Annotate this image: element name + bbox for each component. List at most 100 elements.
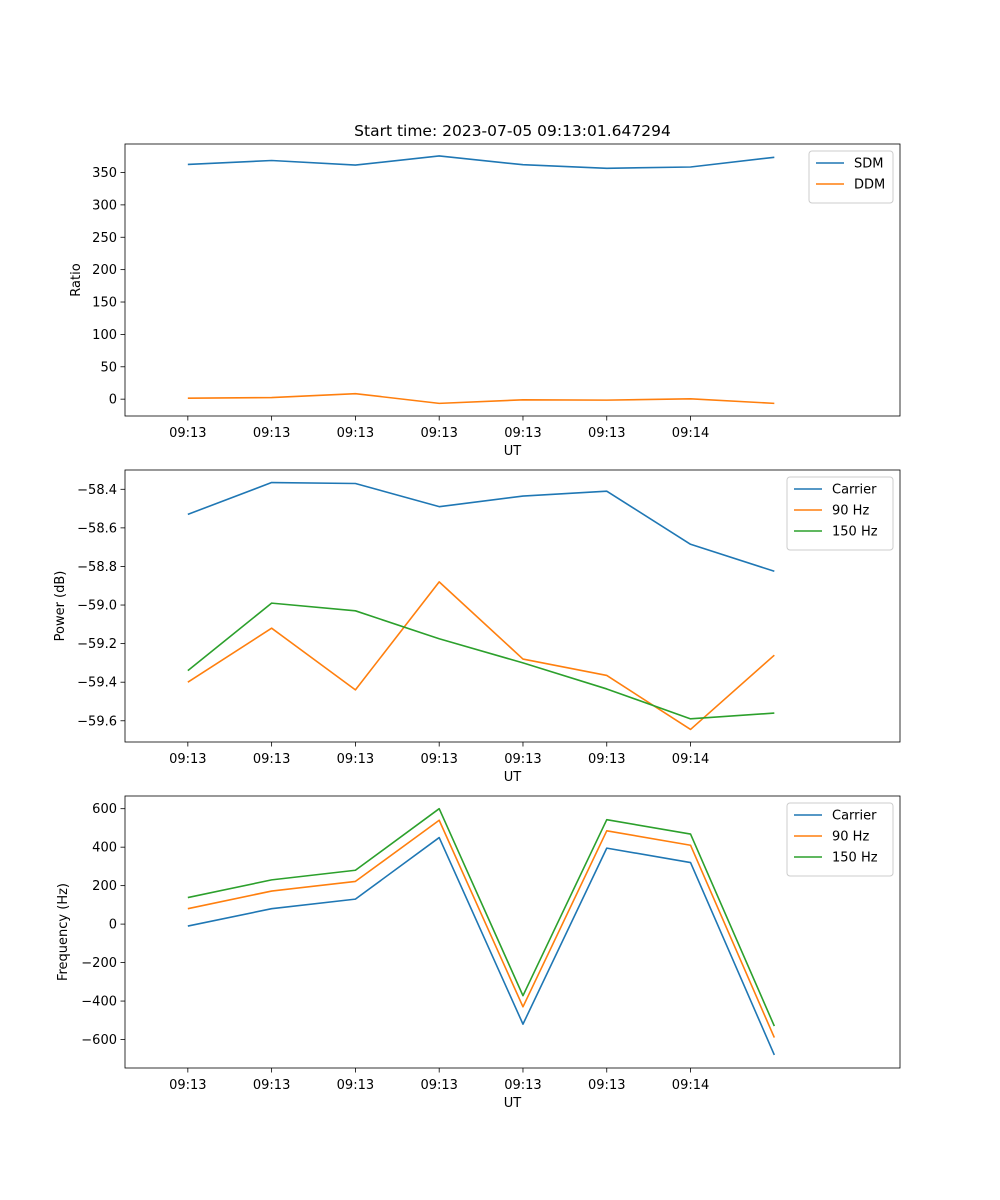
y-tick-label: 350 — [92, 166, 117, 181]
x-tick-label: 09:14 — [672, 1078, 709, 1093]
legend-label-150-hz: 150 Hz — [832, 851, 878, 866]
y-tick-label: −59.0 — [77, 599, 117, 614]
x-tick-label: 09:13 — [504, 426, 541, 441]
x-axis-label: UT — [504, 444, 522, 459]
x-tick-label: 09:13 — [253, 426, 290, 441]
data-point-90-hz — [773, 1036, 775, 1038]
data-point-90-hz — [438, 819, 440, 821]
y-tick-label: −600 — [81, 1033, 117, 1048]
data-point-sdm — [187, 163, 189, 165]
data-point-sdm — [606, 167, 608, 169]
data-point-90-hz — [270, 890, 272, 892]
y-axis-label: Power (dB) — [53, 571, 68, 642]
data-point-150-hz — [270, 879, 272, 881]
y-tick-label: −59.2 — [77, 637, 117, 652]
data-point-90-hz — [187, 681, 189, 683]
legend-label-carrier: Carrier — [832, 809, 877, 824]
y-tick-label: 100 — [92, 328, 117, 343]
data-point-150-hz — [773, 1025, 775, 1027]
x-tick-label: 09:13 — [337, 426, 374, 441]
data-point-carrier — [606, 490, 608, 492]
data-point-carrier — [270, 908, 272, 910]
data-point-ddm — [606, 399, 608, 401]
figure-title: Start time: 2023-07-05 09:13:01.647294 — [354, 122, 671, 140]
x-tick-label: 09:13 — [504, 1078, 541, 1093]
y-tick-label: 400 — [92, 841, 117, 856]
x-tick-label: 09:13 — [420, 1078, 457, 1093]
series-line-150-hz — [187, 807, 776, 1027]
x-tick-label: 09:13 — [169, 752, 206, 767]
x-tick-label: 09:13 — [169, 1078, 206, 1093]
axes-frame — [124, 469, 901, 743]
y-tick-label: 150 — [92, 296, 117, 311]
legend-label-90-hz: 90 Hz — [832, 830, 869, 845]
y-axis-label: Frequency (Hz) — [56, 883, 71, 981]
data-point-carrier — [438, 505, 440, 507]
data-point-sdm — [354, 164, 356, 166]
panel-3: 09:13 09:13 09:13 09:13 09:13 09:13 09:14 −600 −… — [56, 795, 901, 1111]
y-tick-label: 600 — [92, 802, 117, 817]
series-line-150-hz — [187, 602, 775, 720]
data-point-ddm — [270, 396, 272, 398]
y-tick-label: −58.6 — [77, 521, 117, 536]
data-point-carrier — [689, 861, 691, 863]
x-tick-label: 09:13 — [420, 752, 457, 767]
data-point-carrier — [606, 847, 608, 849]
legend-label-sdm: SDM — [854, 157, 883, 172]
data-point-90-hz — [689, 844, 691, 846]
y-tick-label: 200 — [92, 879, 117, 894]
x-tick-label: 09:13 — [420, 426, 457, 441]
series-line-90-hz — [187, 819, 776, 1038]
data-point-carrier — [187, 925, 189, 927]
data-point-ddm — [689, 398, 691, 400]
data-point-90-hz — [438, 581, 440, 583]
data-point-150-hz — [689, 833, 691, 835]
y-axis-label: Ratio — [69, 263, 84, 296]
data-point-90-hz — [354, 689, 356, 691]
data-point-150-hz — [354, 869, 356, 871]
x-tick-label: 09:13 — [504, 752, 541, 767]
data-point-90-hz — [606, 674, 608, 676]
legend-label-carrier: Carrier — [832, 483, 877, 498]
legend: Carrier 90 Hz 150 Hz — [786, 476, 894, 551]
series-line-carrier — [187, 836, 776, 1056]
legend-label-ddm: DDM — [854, 178, 885, 193]
y-tick-label: 0 — [109, 393, 117, 408]
x-tick-label: 09:13 — [337, 1078, 374, 1093]
data-point-150-hz — [606, 688, 608, 690]
series-line-sdm — [187, 155, 775, 170]
legend-label-90-hz: 90 Hz — [832, 504, 869, 519]
x-tick-label: 09:13 — [253, 1078, 290, 1093]
series-line-ddm — [187, 392, 775, 405]
data-point-carrier — [354, 898, 356, 900]
data-point-carrier — [270, 481, 272, 483]
data-point-carrier — [773, 570, 775, 572]
data-point-90-hz — [187, 908, 189, 910]
y-tick-label: −400 — [81, 995, 117, 1010]
data-point-carrier — [438, 836, 440, 838]
data-point-ddm — [438, 402, 440, 404]
y-tick-label: −58.4 — [77, 483, 117, 498]
data-point-ddm — [773, 402, 775, 404]
legend-label-150-hz: 150 Hz — [832, 525, 878, 540]
legend-box — [808, 150, 894, 204]
x-tick-label: 09:13 — [588, 752, 625, 767]
x-tick-label: 09:13 — [588, 1078, 625, 1093]
data-point-carrier — [689, 543, 691, 545]
y-tick-label: 0 — [109, 918, 117, 933]
data-point-carrier — [522, 495, 524, 497]
series-line-carrier — [187, 481, 775, 573]
data-point-150-hz — [438, 807, 440, 809]
data-point-ddm — [187, 397, 189, 399]
panel-1: 09:13 09:13 09:13 09:13 09:13 09:13 09:14 0 50 10… — [69, 143, 901, 459]
data-point-carrier — [354, 482, 356, 484]
data-point-carrier — [522, 1023, 524, 1025]
y-tick-label: 300 — [92, 198, 117, 213]
data-point-150-hz — [270, 602, 272, 604]
data-point-sdm — [522, 164, 524, 166]
axes-frame — [124, 795, 901, 1069]
y-tick-label: −200 — [81, 956, 117, 971]
series-line-90-hz — [187, 581, 775, 731]
data-point-sdm — [773, 156, 775, 158]
